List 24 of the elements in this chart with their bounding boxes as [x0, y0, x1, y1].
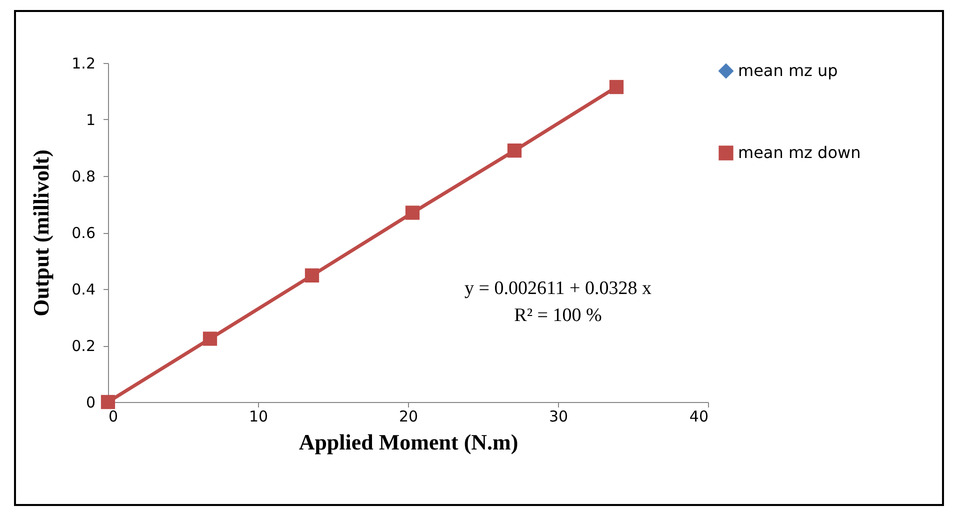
x-axis-title: Applied Moment (N.m) [298, 430, 518, 454]
annotation: R² = 100 % [514, 305, 602, 326]
x-tick-label: 40 [689, 408, 708, 426]
point [100, 394, 116, 410]
y-tick-label: 1.2 [72, 54, 96, 72]
x-tick-label: 20 [398, 408, 418, 426]
legend-label: mean mz up [738, 61, 838, 80]
point [202, 332, 218, 346]
x-tick-label: 0 [108, 408, 118, 426]
legend-label: mean mz down [738, 143, 861, 162]
point [304, 268, 320, 283]
point [405, 206, 420, 220]
y-axis-title: Output (millivolt) [28, 150, 54, 316]
y-tick-label: 0 [86, 394, 96, 412]
point [609, 80, 624, 94]
y-tick-label: 0.6 [72, 224, 96, 242]
annotation: y = 0.002611 + 0.0328 x [464, 278, 652, 299]
x-tick-label: 10 [248, 408, 268, 426]
y-tick-label: 0.4 [72, 280, 96, 298]
y-tick-label: 1 [86, 111, 96, 129]
point [507, 144, 522, 158]
x-tick-label: 30 [548, 408, 568, 426]
y-tick-label: 0.2 [72, 337, 96, 355]
y-tick-label: 0.8 [72, 168, 96, 186]
